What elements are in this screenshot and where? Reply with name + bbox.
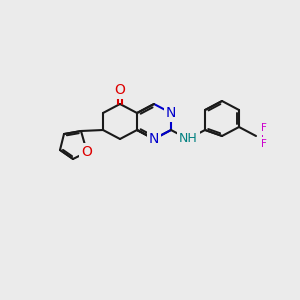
Text: O: O — [115, 83, 125, 97]
Text: F: F — [261, 131, 267, 141]
Text: O: O — [82, 145, 92, 159]
Text: NH: NH — [178, 133, 197, 146]
Text: N: N — [149, 132, 159, 146]
Text: F: F — [261, 139, 267, 149]
Text: F: F — [261, 123, 267, 133]
Text: N: N — [166, 106, 176, 120]
